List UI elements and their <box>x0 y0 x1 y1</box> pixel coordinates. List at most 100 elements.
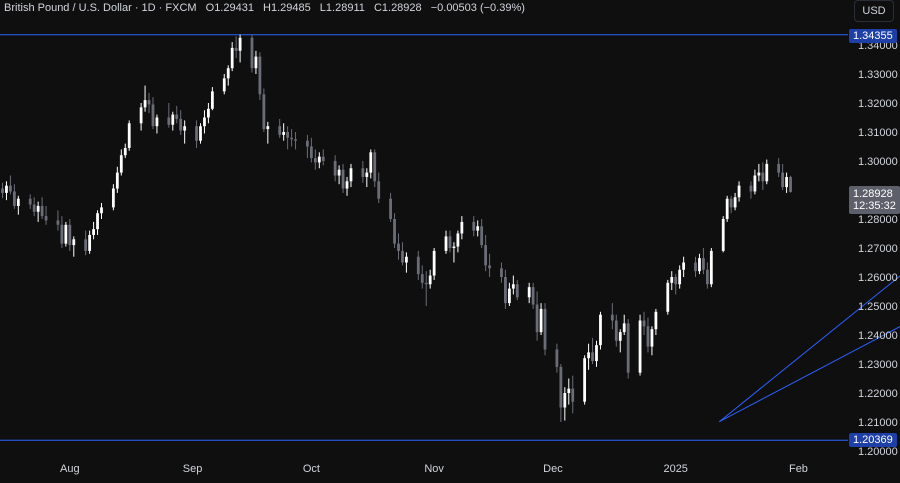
candle-body <box>757 173 760 176</box>
candle-body <box>528 287 531 297</box>
candle-body <box>310 147 313 159</box>
candle <box>57 210 60 230</box>
candle-body <box>647 326 650 346</box>
candle-body <box>57 220 60 224</box>
y-axis-tick-label: 1.20000 <box>858 446 898 458</box>
candle-body <box>13 191 16 206</box>
candle <box>211 87 214 110</box>
candle-body <box>314 158 317 162</box>
candle-body <box>397 244 400 251</box>
x-axis-tick-label: Feb <box>789 463 808 475</box>
candle-body <box>433 251 436 276</box>
currency-button[interactable]: USD <box>854 0 894 22</box>
candle-body <box>282 132 285 135</box>
candle-body <box>92 229 95 235</box>
low-value: 1.28911 <box>326 2 365 14</box>
candle-body <box>595 345 598 361</box>
candle <box>282 123 285 140</box>
candle-body <box>619 332 622 341</box>
candle <box>445 231 448 254</box>
candle-body <box>627 323 630 372</box>
candle-body <box>207 109 210 118</box>
candle-body <box>255 57 258 69</box>
candle <box>674 274 677 294</box>
candle-body <box>508 289 511 304</box>
candle-body <box>61 225 64 244</box>
candle-body <box>738 186 741 198</box>
candle <box>140 103 143 131</box>
candle <box>156 115 159 134</box>
candle <box>5 181 8 200</box>
candle-body <box>365 173 368 177</box>
candle-body <box>116 173 119 189</box>
candle-body <box>445 236 448 251</box>
candle-body <box>706 270 709 285</box>
candle <box>393 213 396 248</box>
y-axis-tick-label: 1.22000 <box>858 388 898 400</box>
y-axis-tick-label: 1.28000 <box>858 214 898 226</box>
candle <box>152 97 155 129</box>
candle <box>37 202 40 222</box>
candle-body <box>567 389 570 393</box>
candle <box>195 120 198 148</box>
candle <box>480 219 483 248</box>
candle <box>516 280 519 300</box>
candle-body <box>559 367 562 408</box>
x-axis-tick-label: Oct <box>303 463 320 475</box>
candle-body <box>512 284 515 288</box>
candle-body <box>148 100 151 104</box>
candle <box>389 193 392 222</box>
candle-body <box>338 170 341 176</box>
candle-body <box>41 206 44 216</box>
candle <box>17 196 20 215</box>
candle <box>124 144 127 159</box>
candle-body <box>175 115 178 119</box>
candle-body <box>425 283 428 284</box>
candle <box>540 303 543 335</box>
candle-body <box>726 199 729 219</box>
candle <box>239 35 242 63</box>
candle-body <box>183 126 186 130</box>
candle <box>290 129 293 146</box>
candle <box>227 65 230 85</box>
candle-body <box>532 287 535 304</box>
symbol-title: British Pound / U.S. Dollar · 1D · FXCM <box>4 2 197 14</box>
candle <box>536 292 539 341</box>
y-axis-tick-label: 1.24000 <box>858 330 898 342</box>
candle-body <box>112 189 115 208</box>
candle-body <box>583 358 586 402</box>
candle <box>611 303 614 329</box>
candle-body <box>235 48 238 51</box>
countdown-timer: 12:35:32 <box>853 200 896 212</box>
candle-body <box>29 199 32 205</box>
candle <box>750 181 753 198</box>
candle <box>377 173 380 203</box>
candle <box>583 355 586 404</box>
candle-body <box>789 177 792 192</box>
candle <box>278 119 281 138</box>
candle-body <box>698 258 701 271</box>
candle-body <box>694 263 697 272</box>
candle-body <box>72 239 75 245</box>
candle <box>500 263 503 283</box>
candle <box>706 263 709 289</box>
candle-body <box>666 283 669 312</box>
candle <box>128 120 131 150</box>
candle-body <box>702 258 705 270</box>
candle <box>544 303 547 355</box>
candle-body <box>488 265 491 268</box>
candle <box>726 196 729 222</box>
candle-body <box>223 78 226 91</box>
candle <box>342 164 345 193</box>
candle-body <box>674 277 677 284</box>
candle <box>460 216 463 239</box>
candle <box>781 164 784 190</box>
candle-body <box>421 274 424 283</box>
candle-body <box>294 139 297 140</box>
candle-body <box>171 115 174 125</box>
candle <box>472 216 475 236</box>
candle <box>484 235 487 271</box>
candle <box>346 177 349 196</box>
